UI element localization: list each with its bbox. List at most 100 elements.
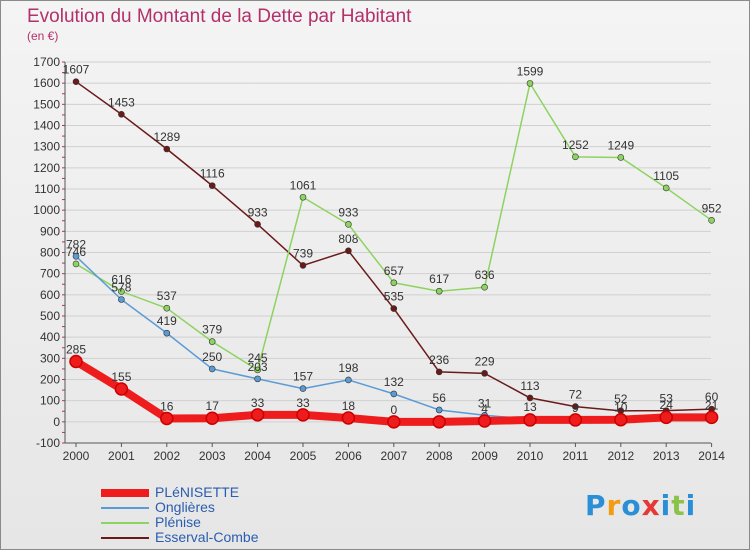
data-point [345, 221, 352, 228]
data-label: 379 [202, 323, 222, 337]
data-label: 9 [572, 401, 579, 415]
data-point [163, 329, 171, 337]
x-tick-label: 2005 [290, 449, 317, 463]
data-point [118, 288, 125, 295]
data-label: 746 [66, 245, 86, 259]
data-label: 132 [384, 375, 404, 389]
data-label: 17 [206, 399, 220, 413]
data-point [72, 260, 80, 268]
data-label: 537 [157, 289, 177, 303]
data-point [72, 78, 80, 85]
data-label: 157 [293, 370, 313, 384]
y-tick-label: 500 [40, 309, 60, 323]
data-label: 1249 [607, 138, 634, 152]
x-tick-label: 2002 [153, 449, 180, 463]
legend-swatch [101, 522, 149, 524]
logo-letter: o [621, 489, 642, 522]
data-label: 933 [338, 205, 358, 219]
data-label: 933 [248, 205, 268, 219]
data-label: 10 [614, 401, 628, 415]
y-tick-label: 700 [40, 267, 60, 281]
data-label: 24 [660, 398, 674, 412]
data-point [208, 338, 216, 345]
data-point [345, 247, 352, 255]
x-tick-label: 2001 [108, 449, 135, 463]
data-label: 739 [293, 246, 313, 260]
data-label: 198 [338, 361, 358, 375]
legend-label: Onglières [155, 499, 215, 515]
data-point [299, 262, 307, 269]
data-label: 31 [478, 396, 492, 410]
data-point [435, 368, 443, 376]
data-label: 13 [523, 400, 537, 414]
x-tick-label: 2012 [607, 449, 634, 463]
data-point [481, 370, 488, 377]
data-point [296, 408, 310, 422]
data-point [432, 415, 446, 429]
data-label: 616 [111, 272, 131, 286]
data-label: 203 [248, 360, 268, 374]
data-label: 0 [390, 403, 397, 417]
x-tick-label: 2003 [199, 449, 226, 463]
x-tick-label: 2014 [698, 449, 725, 463]
data-label: 155 [111, 370, 131, 384]
data-label: 18 [342, 399, 356, 413]
data-label: 782 [66, 237, 86, 251]
data-point [254, 375, 261, 383]
y-tick-label: 1500 [33, 97, 60, 111]
data-label: 16 [160, 399, 174, 413]
logo-letter: i [685, 489, 697, 522]
legend-swatch [101, 507, 149, 509]
data-label: 72 [569, 388, 583, 402]
data-point [160, 411, 174, 426]
data-label: 636 [475, 268, 495, 282]
y-tick-label: 900 [40, 224, 60, 238]
data-label: 245 [248, 351, 268, 365]
data-point [662, 184, 670, 192]
data-point [254, 221, 261, 228]
y-tick-label: 1400 [33, 119, 60, 133]
data-label: 535 [384, 290, 404, 304]
data-point [523, 413, 537, 427]
data-point [163, 304, 171, 312]
data-point [390, 279, 398, 287]
data-point [435, 406, 443, 414]
x-tick-label: 2011 [562, 449, 588, 463]
data-point [614, 412, 628, 427]
data-point [390, 305, 398, 312]
data-point [704, 410, 719, 425]
data-label: 1061 [290, 178, 317, 192]
x-tick-label: 2004 [244, 449, 271, 463]
proxiti-logo: Proxiti [585, 489, 696, 522]
y-tick-label: 200 [40, 373, 60, 387]
data-label: 33 [251, 396, 265, 410]
y-tick-label: 1700 [33, 55, 60, 69]
y-tick-label: 400 [40, 330, 60, 344]
data-label: 285 [66, 343, 86, 357]
data-point [205, 411, 219, 425]
data-label: 1607 [63, 63, 90, 77]
y-tick-label: 800 [40, 246, 60, 260]
data-point [477, 414, 492, 428]
data-label: 33 [296, 396, 310, 410]
data-point [481, 283, 488, 291]
data-point [250, 408, 265, 422]
data-point [341, 411, 356, 425]
data-label: 4 [481, 402, 488, 416]
y-tick-label: 0 [53, 415, 60, 429]
data-label: 113 [520, 379, 539, 393]
data-point [254, 366, 261, 374]
data-point [572, 403, 579, 410]
data-point [345, 376, 352, 384]
data-label: 21 [705, 398, 719, 412]
y-tick-label: 300 [40, 351, 60, 365]
data-point [299, 385, 307, 392]
data-point [114, 382, 129, 396]
data-point [617, 154, 625, 161]
logo-letter: r [606, 489, 622, 522]
data-label: 229 [475, 354, 495, 368]
data-label: 53 [660, 392, 674, 406]
data-point [572, 153, 579, 161]
